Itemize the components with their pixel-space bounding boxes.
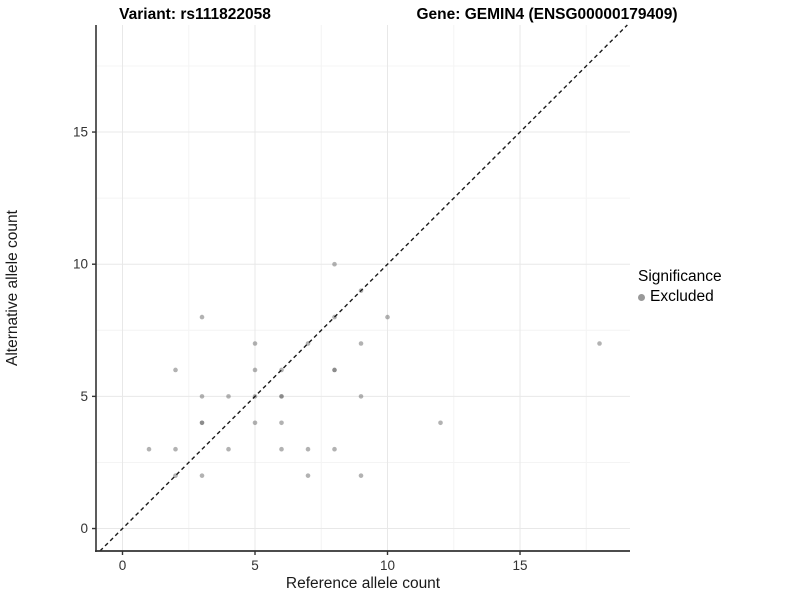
x-tick-label: 0 [119,558,127,573]
data-point [438,420,443,426]
y-tick-label: 0 [80,521,88,536]
y-tick-label: 10 [73,257,88,272]
data-point [305,473,311,478]
data-point [358,473,364,478]
data-point [332,261,337,267]
data-point [385,314,390,320]
variant-title: Variant: rs111822058 [119,6,271,23]
gene-title: Gene: GEMIN4 (ENSG00000179409) [416,6,678,23]
data-point [173,367,178,373]
data-point [279,420,284,426]
data-point [199,473,205,478]
data-point [146,446,152,452]
y-tick-label: 5 [80,389,88,404]
data-point [226,446,231,452]
legend-item-excluded: Excluded [638,288,722,306]
legend-item-label: Excluded [650,288,714,305]
x-tick-label: 10 [380,558,395,573]
x-axis-label: Reference allele count [285,575,441,592]
data-point [358,341,364,346]
data-point [358,394,364,399]
legend: Significance Excluded [638,268,722,306]
y-tick-label: 15 [73,125,88,140]
data-point [332,367,337,373]
data-point [332,446,337,452]
data-point [226,394,231,399]
x-tick-label: 5 [251,558,259,573]
data-point [252,341,258,346]
legend-title: Significance [638,268,722,285]
data-point [199,420,205,426]
data-point [305,446,311,452]
data-point [252,420,258,426]
data-point [252,367,258,373]
data-point [199,314,205,320]
data-point [597,341,602,346]
x-tick-label: 15 [513,558,528,573]
data-point [279,394,284,399]
y-axis-label: Alternative allele count [4,210,21,366]
data-point [199,394,205,399]
data-point [279,446,284,452]
legend-point-icon [638,293,645,301]
identity-dashed-line [99,24,628,552]
data-point [173,446,178,452]
